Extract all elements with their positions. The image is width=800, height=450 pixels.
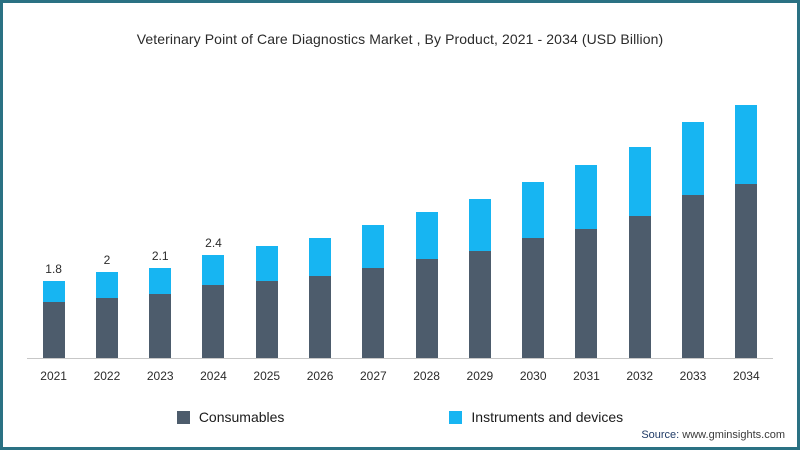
bar-column-2032 xyxy=(613,87,666,358)
x-tick-label-2025: 2025 xyxy=(253,369,281,383)
bar-segment-consumables-2027 xyxy=(362,267,385,358)
bar-segment-consumables-2026 xyxy=(309,276,332,358)
x-tick-label-2030: 2030 xyxy=(519,369,547,383)
x-axis: 2021 2022 2023 2024 2025 2026 2027 2028 2029 2030… xyxy=(27,359,773,383)
bar-column-2034 xyxy=(720,87,773,358)
bar-column-2022: 2 xyxy=(80,87,133,358)
bar-total-label-2022: 2 xyxy=(103,253,111,268)
legend-item-consumables: Consumables xyxy=(176,409,285,425)
bar-segment-consumables-2021 xyxy=(42,302,65,358)
bar-segment-consumables-2023 xyxy=(149,293,172,358)
source-prefix: Source: xyxy=(641,429,680,441)
instruments-swatch-icon xyxy=(449,410,463,424)
x-tick-label-2033: 2033 xyxy=(679,369,707,383)
bar-segment-consumables-2022 xyxy=(95,297,118,358)
bar-segment-instruments-2033 xyxy=(682,121,705,195)
bar-segment-instruments-2032 xyxy=(628,147,651,217)
bar-segment-instruments-2024 xyxy=(202,254,225,285)
plot-wrap: 1.8 2 2.1 2.4 2021 2022 2023 2024 2025 2026 2027 2… xyxy=(27,87,773,383)
x-tick-label-2034: 2034 xyxy=(732,369,760,383)
bar-column-2024: 2.4 xyxy=(187,87,240,358)
bar-segment-instruments-2031 xyxy=(575,164,598,229)
bar-segment-instruments-2029 xyxy=(468,198,491,251)
bar-column-2028 xyxy=(400,87,453,358)
legend-label-instruments: Instruments and devices xyxy=(471,409,624,425)
bar-column-2030 xyxy=(507,87,560,358)
x-tick-label-2032: 2032 xyxy=(626,369,654,383)
x-tick-label-2022: 2022 xyxy=(93,369,121,383)
bar-segment-instruments-2027 xyxy=(362,224,385,268)
x-tick-label-2021: 2021 xyxy=(40,369,67,383)
legend-item-instruments: Instruments and devices xyxy=(449,409,623,425)
bar-column-2026 xyxy=(293,87,346,358)
bar-segment-instruments-2034 xyxy=(735,105,758,185)
x-tick-label-2027: 2027 xyxy=(359,369,387,383)
x-tick-label-2028: 2028 xyxy=(413,369,440,383)
x-tick-label-2024: 2024 xyxy=(200,369,227,383)
bar-segment-consumables-2025 xyxy=(255,280,278,358)
source-text: www.gminsights.com xyxy=(679,429,785,441)
legend: Consumables Instruments and devices xyxy=(27,409,773,425)
chart-title: Veterinary Point of Care Diagnostics Mar… xyxy=(136,31,664,47)
bar-segment-instruments-2023 xyxy=(149,267,172,294)
bar-segment-instruments-2026 xyxy=(309,237,332,277)
bar-segment-consumables-2029 xyxy=(468,250,491,358)
bar-segment-instruments-2025 xyxy=(255,246,278,281)
bar-column-2021: 1.8 xyxy=(27,87,80,358)
consumables-swatch-icon xyxy=(176,410,190,424)
bar-segment-consumables-2030 xyxy=(522,237,545,358)
bar-column-2029 xyxy=(453,87,506,358)
bar-segment-instruments-2021 xyxy=(42,280,65,303)
bar-total-label-2021: 1.8 xyxy=(45,261,62,276)
plot-area: 1.8 2 2.1 2.4 xyxy=(27,87,773,359)
bar-column-2025 xyxy=(240,87,293,358)
legend-label-consumables: Consumables xyxy=(198,409,285,425)
bar-segment-instruments-2030 xyxy=(522,181,545,238)
bar-segment-consumables-2024 xyxy=(202,284,225,358)
bar-column-2027 xyxy=(347,87,400,358)
source-note: Source: www.gminsights.com xyxy=(641,429,785,441)
x-tick-label-2026: 2026 xyxy=(306,369,334,383)
bar-segment-consumables-2033 xyxy=(682,194,705,358)
bar-column-2023: 2.1 xyxy=(134,87,187,358)
x-tick-label-2023: 2023 xyxy=(146,369,174,383)
bar-segment-instruments-2022 xyxy=(95,272,118,298)
x-tick-label-2031: 2031 xyxy=(573,369,600,383)
x-tick-label-2029: 2029 xyxy=(466,369,494,383)
bar-total-label-2023: 2.1 xyxy=(151,248,169,263)
bar-segment-instruments-2028 xyxy=(415,211,438,260)
bar-segment-consumables-2032 xyxy=(628,216,651,358)
bar-segment-consumables-2028 xyxy=(415,259,438,358)
bar-column-2031 xyxy=(560,87,613,358)
bar-segment-consumables-2031 xyxy=(575,229,598,358)
bar-column-2033 xyxy=(666,87,719,358)
bar-total-label-2024: 2.4 xyxy=(205,235,222,250)
bar-segment-consumables-2034 xyxy=(735,184,758,358)
